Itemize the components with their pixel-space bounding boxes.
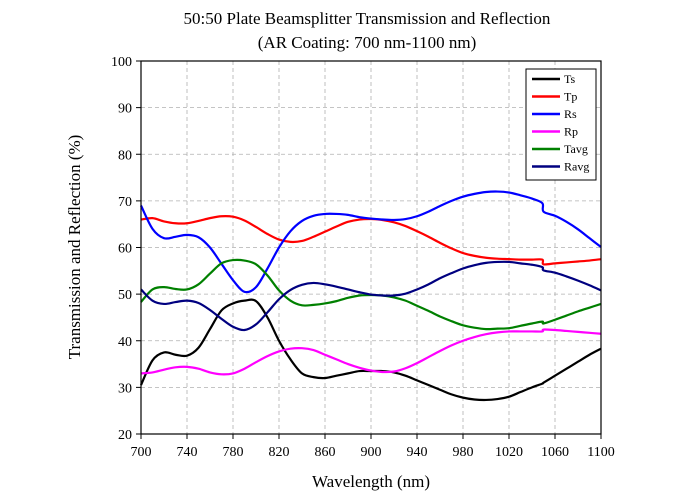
y-tick-label: 80 [118, 148, 132, 163]
x-tick-label: 900 [361, 445, 382, 460]
chart-title: 50:50 Plate Beamsplitter Transmission an… [184, 9, 551, 28]
x-tick-label: 940 [407, 445, 428, 460]
x-tick-label: 860 [315, 445, 336, 460]
legend: Ts Tp Rs Rp Tavg Ravg [525, 68, 597, 181]
y-tick-label: 20 [118, 428, 132, 443]
legend-label-ravg: Ravg [564, 160, 589, 174]
legend-label-tavg: Tavg [564, 142, 588, 156]
series-line-rs [140, 190, 602, 294]
y-tick-label: 50 [118, 288, 132, 303]
legend-label-tp: Tp [564, 90, 577, 104]
y-tick-label: 90 [118, 102, 132, 117]
legend-label-rs: Rs [564, 107, 577, 121]
y-tick-label: 30 [118, 381, 132, 396]
x-tick-label: 980 [453, 445, 474, 460]
x-tick-label: 1100 [587, 445, 614, 460]
chart-subtitle: (AR Coating: 700 nm-1100 nm) [258, 33, 476, 52]
series-line-rp [140, 328, 602, 376]
y-tick-label: 100 [111, 55, 132, 70]
legend-label-rp: Rp [564, 125, 578, 139]
x-tick-label: 780 [223, 445, 244, 460]
x-tick-label: 700 [131, 445, 152, 460]
x-axis-label: Wavelength (nm) [312, 472, 430, 491]
series-lines [139, 190, 602, 402]
legend-box [525, 68, 597, 181]
x-tick-label: 1060 [541, 445, 569, 460]
y-tick-label: 70 [118, 195, 132, 210]
y-axis-label: Transmission and Reflection (%) [65, 135, 84, 360]
x-tick-label: 740 [177, 445, 198, 460]
axis-ticks: 700 740 780 820 860 900 940 980 1020 1060 1100 20 30… [111, 55, 615, 460]
series-line-ravg [140, 260, 602, 332]
y-tick-label: 40 [118, 335, 132, 350]
y-tick-label: 60 [118, 242, 132, 257]
legend-label-ts: Ts [564, 72, 575, 86]
x-tick-label: 820 [269, 445, 290, 460]
x-tick-label: 1020 [495, 445, 523, 460]
